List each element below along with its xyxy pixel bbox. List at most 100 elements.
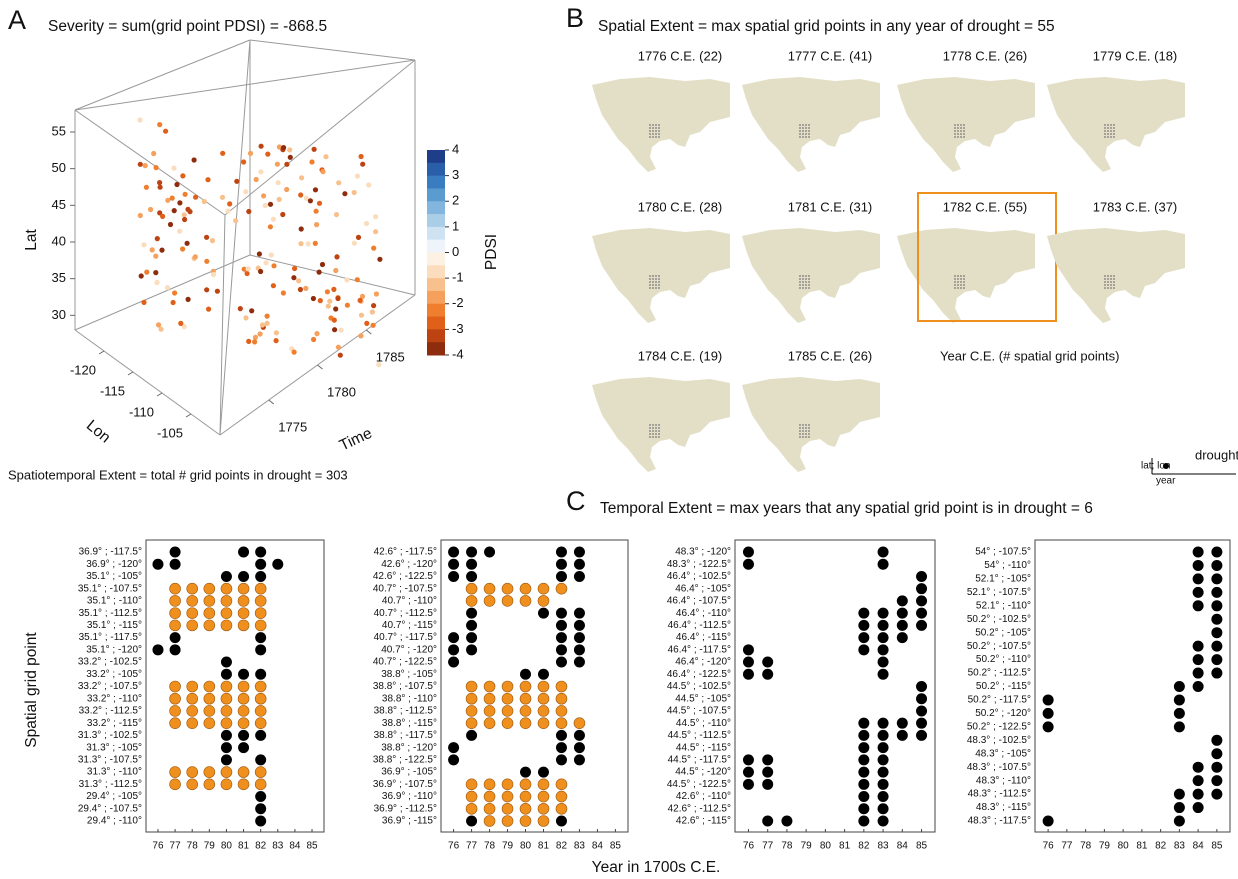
- grid-point-decor: [960, 133, 962, 135]
- drought-dot: [169, 717, 181, 729]
- point-decor: [359, 293, 366, 299]
- point-decor: [370, 322, 376, 328]
- x-tick-label: 82: [556, 841, 568, 852]
- grid-point-decor: [963, 133, 965, 135]
- drought-dot: [466, 644, 478, 656]
- x-axis-label: Lon: [83, 417, 114, 447]
- grid-point-decor: [963, 136, 965, 138]
- x-tick-label: 82: [1155, 841, 1167, 852]
- point-decor: [291, 349, 297, 355]
- drought-dot: [537, 766, 549, 778]
- grid-point-decor: [655, 284, 657, 286]
- point-decor: [157, 180, 163, 186]
- drought-dot: [555, 815, 567, 827]
- point-decor: [160, 213, 166, 219]
- drought-dot: [1211, 546, 1223, 558]
- colorbar-swatch: [427, 201, 445, 215]
- category-label: 33.2° ; -110°: [87, 693, 142, 704]
- drought-dot: [1192, 788, 1204, 800]
- point-decor: [142, 163, 148, 169]
- colorbar-swatch: [427, 342, 445, 356]
- drought-dot: [186, 680, 199, 693]
- drought-dot: [465, 680, 478, 693]
- drought-dot: [537, 778, 550, 791]
- grid-point-decor: [808, 284, 810, 286]
- x-tick-label: -115: [100, 383, 125, 398]
- drought-dot: [465, 790, 478, 803]
- grid-point-decor: [808, 130, 810, 132]
- z-axis-label: Lat: [23, 229, 40, 251]
- drought-dot: [520, 766, 532, 778]
- grid-point-decor: [954, 281, 956, 283]
- category-label: 33.2° ; -112.5°: [79, 706, 142, 717]
- grid-point-decor: [802, 281, 804, 283]
- point-decor: [351, 240, 357, 246]
- drought-dot: [858, 632, 870, 644]
- x-tick-label: 79: [204, 841, 216, 852]
- map: [897, 77, 1035, 172]
- drought-dot: [916, 729, 928, 741]
- grid-point-decor: [1110, 133, 1112, 135]
- category-label: 36.9° ; -110°: [382, 791, 437, 802]
- drought-dot: [220, 680, 233, 693]
- drought-dot: [1173, 815, 1185, 827]
- drought-dot: [237, 619, 250, 632]
- grid-point-decor: [655, 133, 657, 135]
- z-tick-label: 35: [52, 270, 66, 285]
- drought-dot: [742, 656, 754, 668]
- grid-point-decor: [1107, 133, 1109, 135]
- grid-point-decor: [655, 436, 657, 438]
- grid-point-decor: [802, 287, 804, 289]
- drought-dot: [858, 717, 870, 729]
- grid-point-decor: [1107, 127, 1109, 129]
- point-decor: [332, 327, 338, 333]
- grid-point-decor: [805, 278, 807, 280]
- x-tick-label: 84: [897, 841, 909, 852]
- drought-dot: [762, 656, 774, 668]
- plot-frame: [1034, 539, 1231, 833]
- x-tick-label: 78: [484, 841, 496, 852]
- point-decor: [244, 270, 250, 277]
- drought-dot: [501, 790, 514, 803]
- grid-point-decor: [649, 433, 651, 435]
- grid-point-decor: [802, 130, 804, 132]
- point-decor: [364, 220, 370, 227]
- drought-dot: [555, 680, 568, 693]
- category-label: 40.7° ; -110°: [382, 596, 437, 607]
- category-label: 40.7° ; -115°: [382, 620, 437, 631]
- grid-point-decor: [658, 133, 660, 135]
- key-mark: drought: [1195, 447, 1238, 462]
- point-decor: [303, 285, 309, 291]
- category-label: 44.5° ; -115°: [676, 742, 731, 753]
- grid-point-decor: [805, 124, 807, 126]
- x-tick-label: -110: [129, 404, 154, 419]
- grid-point-decor: [808, 424, 810, 426]
- drought-dot: [896, 632, 908, 644]
- point-decor: [201, 198, 207, 205]
- grid-point-decor: [805, 284, 807, 286]
- point-decor: [137, 212, 143, 219]
- point-decor: [303, 195, 309, 201]
- grid-point-decor: [957, 124, 959, 126]
- drought-dot: [896, 595, 908, 607]
- point-decor: [185, 206, 191, 212]
- point-decor: [314, 331, 320, 337]
- drought-dot: [573, 607, 585, 619]
- colorbar-tick-label: 0: [452, 244, 459, 259]
- colorbar-swatch: [427, 188, 445, 202]
- x-tick-label: 77: [466, 841, 478, 852]
- grid-point-decor: [1107, 284, 1109, 286]
- drought-dot: [519, 582, 532, 595]
- point-decor: [247, 150, 254, 156]
- grid-point-decor: [802, 275, 804, 277]
- grid-point-decor: [805, 275, 807, 277]
- drought-dot: [519, 778, 532, 791]
- drought-dot: [858, 778, 870, 790]
- point-decor: [287, 147, 293, 153]
- point-decor: [177, 200, 183, 206]
- point-decor: [344, 277, 350, 283]
- drought-dot: [1211, 667, 1223, 679]
- point-decor: [171, 208, 177, 214]
- drought-dot: [448, 570, 460, 582]
